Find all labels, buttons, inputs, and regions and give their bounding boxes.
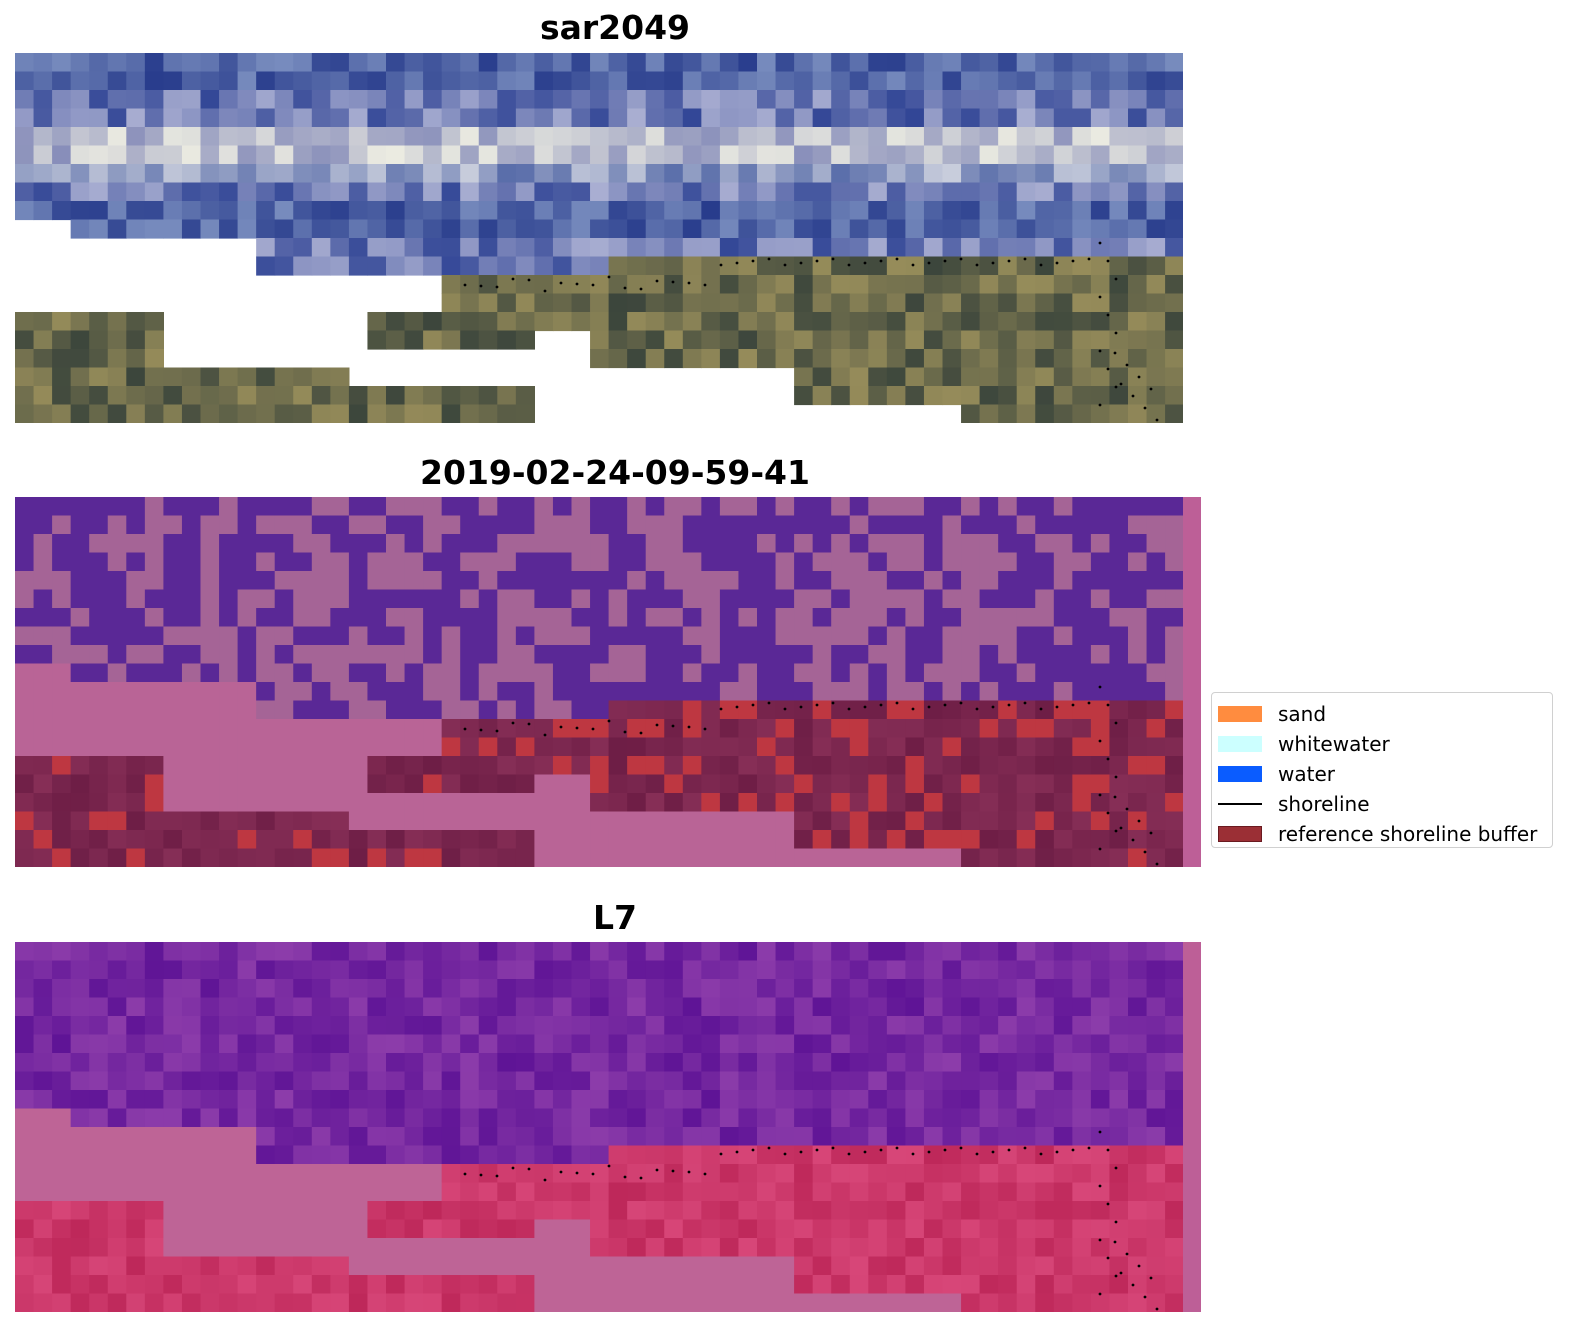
buffer-swatch — [1218, 826, 1262, 842]
legend-label-buffer: reference shoreline buffer — [1278, 822, 1538, 846]
shoreline-dots — [463, 685, 1159, 866]
index-image — [15, 942, 1201, 1312]
sar-rgb-image — [15, 53, 1183, 423]
legend-item-whitewater: whitewater — [1218, 729, 1546, 759]
sand-swatch — [1218, 706, 1262, 722]
legend-item-shoreline: shoreline — [1218, 789, 1546, 819]
legend-item-sand: sand — [1218, 699, 1546, 729]
panel-title-date: 2019-02-24-09-59-41 — [420, 453, 810, 492]
water-swatch — [1218, 766, 1262, 782]
classified-image — [15, 497, 1201, 867]
panel-title-l7: L7 — [593, 898, 637, 937]
legend-label-whitewater: whitewater — [1278, 732, 1390, 756]
sar-image-panel — [15, 53, 1183, 423]
no-data-strip — [1183, 942, 1201, 1312]
shoreline-line-swatch — [1218, 803, 1262, 805]
shoreline-dots — [463, 1130, 1159, 1311]
legend-label-water: water — [1278, 762, 1335, 786]
legend-label-sand: sand — [1278, 702, 1327, 726]
legend: sand whitewater water shoreline referenc… — [1211, 692, 1553, 848]
whitewater-swatch — [1218, 736, 1262, 752]
legend-label-shoreline: shoreline — [1278, 792, 1370, 816]
legend-item-buffer: reference shoreline buffer — [1218, 819, 1546, 849]
index-image-panel — [15, 942, 1201, 1312]
classified-image-panel — [15, 497, 1201, 867]
legend-item-water: water — [1218, 759, 1546, 789]
no-data-strip — [1183, 497, 1201, 867]
panel-title-sar2049: sar2049 — [539, 8, 691, 47]
shoreline-dots — [463, 241, 1159, 422]
